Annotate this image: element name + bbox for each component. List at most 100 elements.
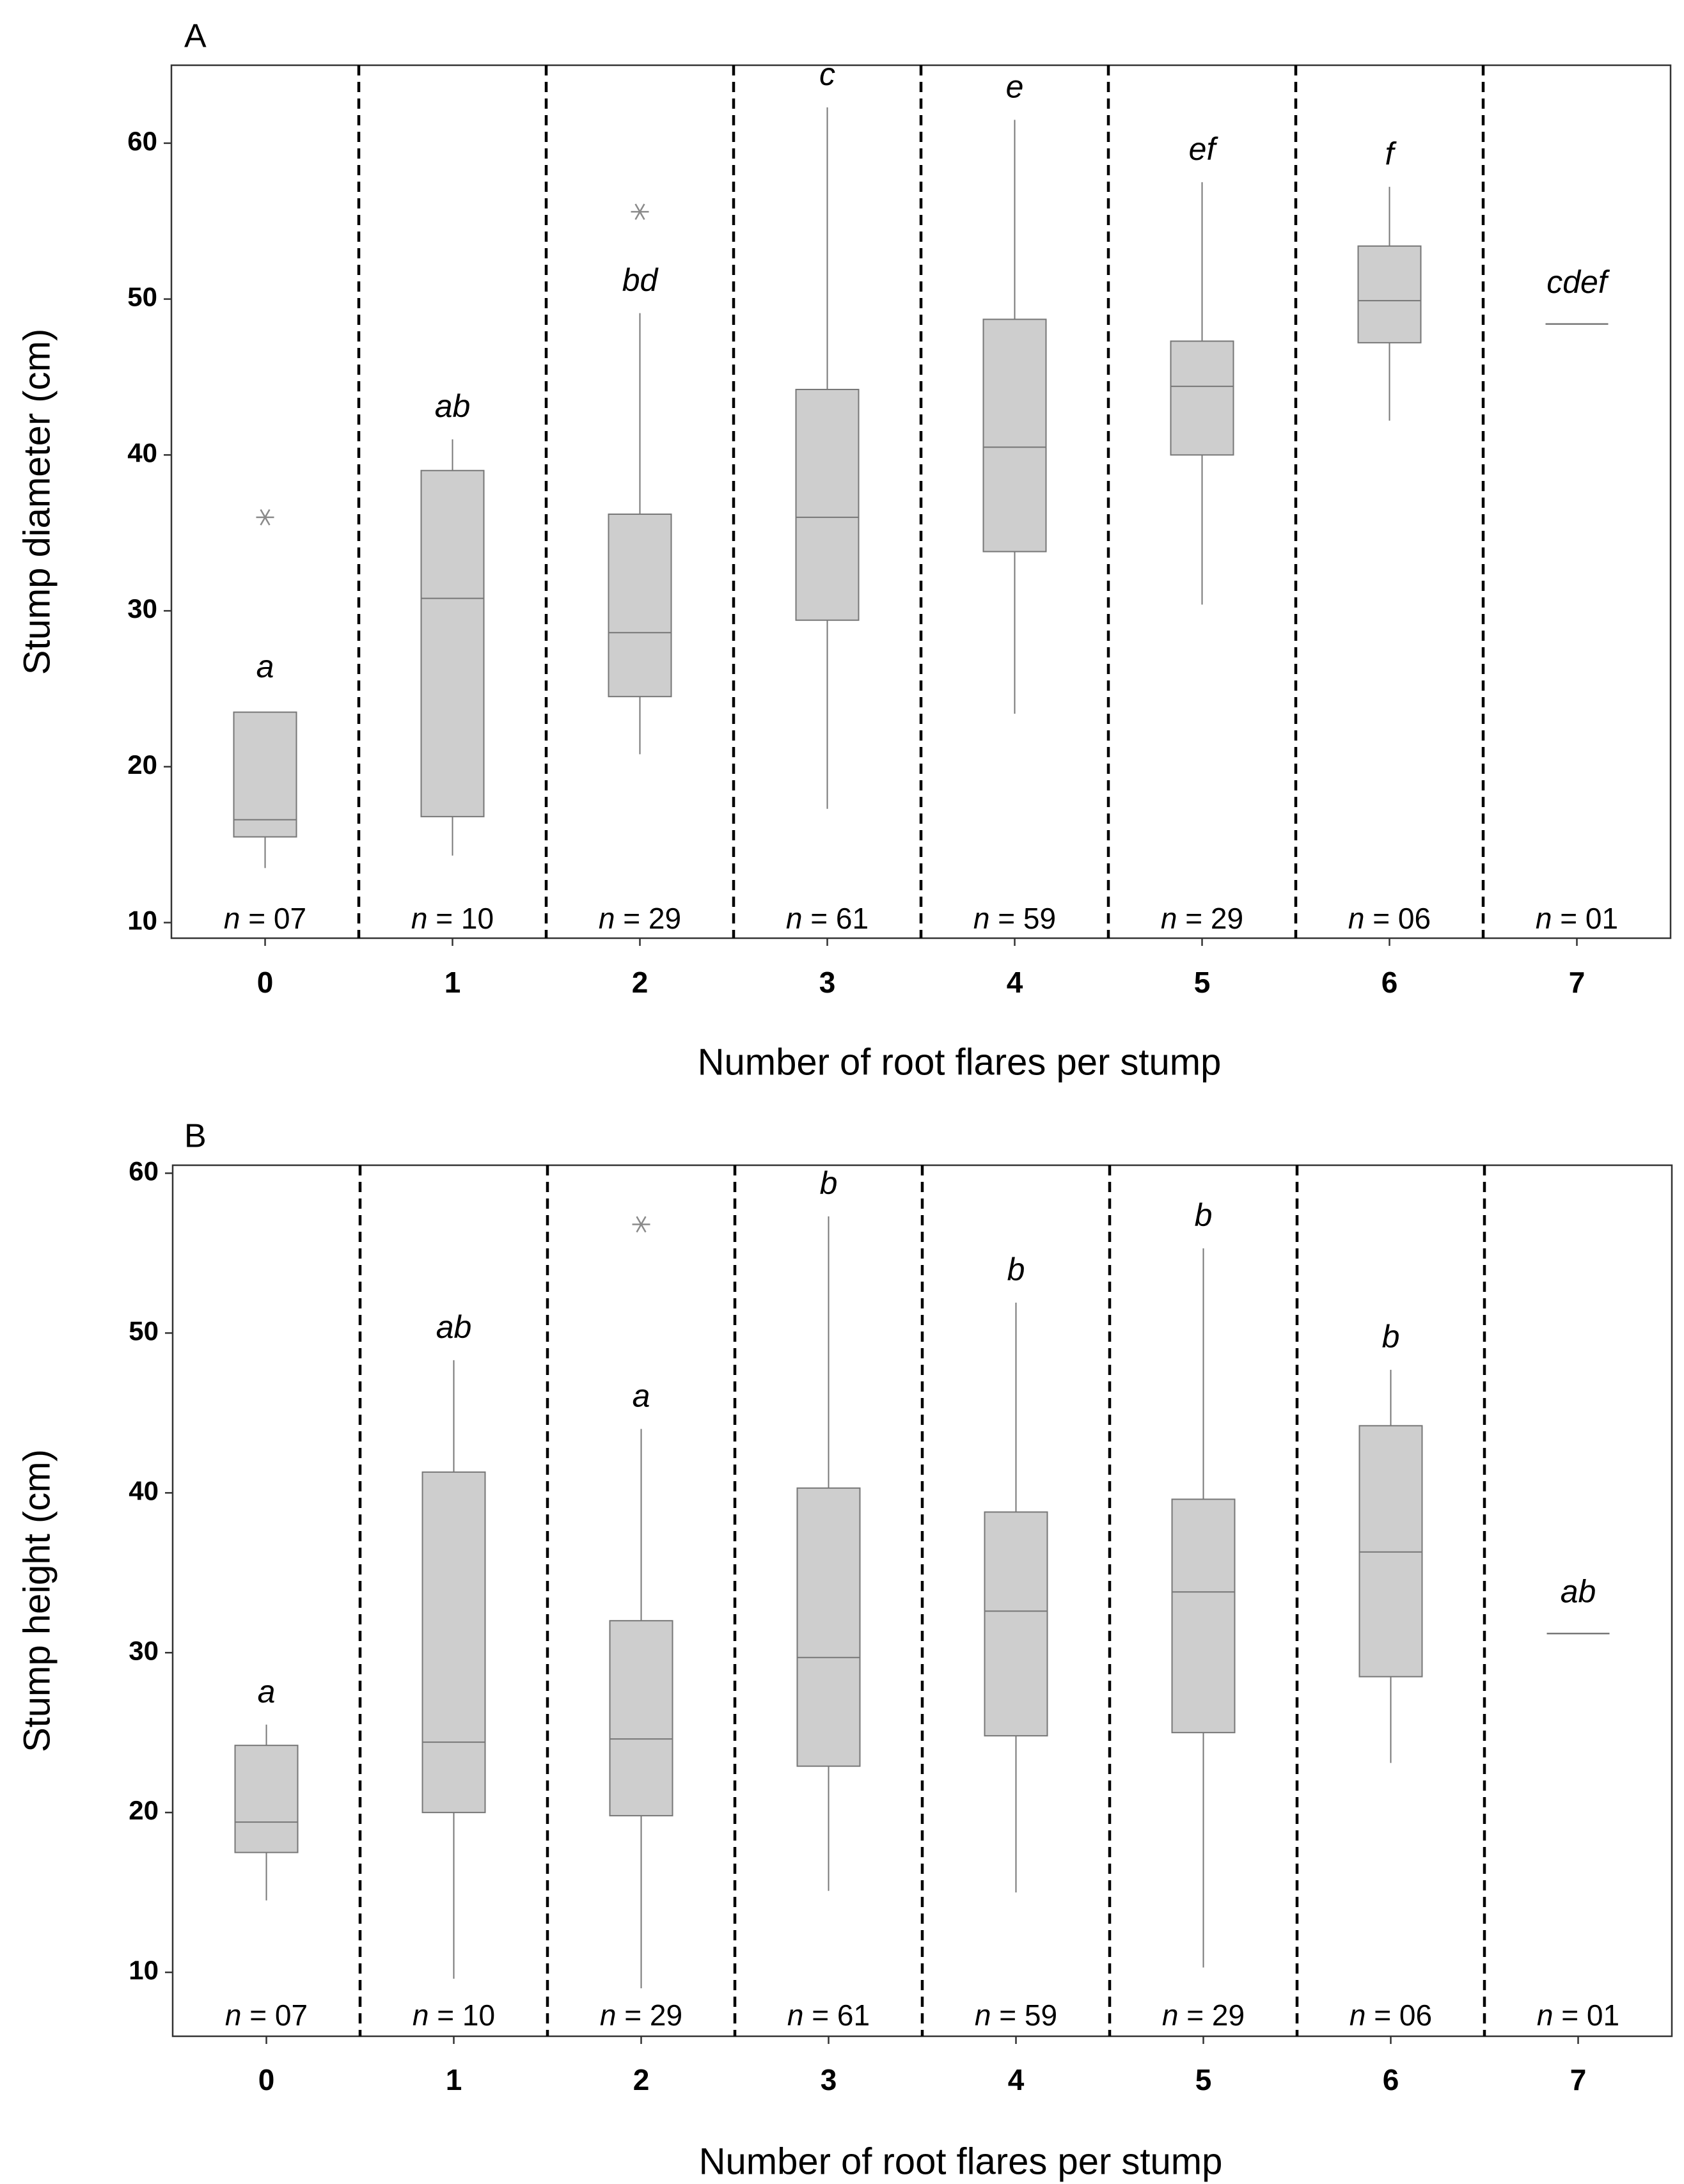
significance-letter: ab	[1561, 1573, 1596, 1609]
significance-letter: ef	[1189, 131, 1219, 167]
sample-size-label: n = 06	[1350, 1999, 1432, 2032]
box-group: b n = 59	[975, 1252, 1057, 2032]
sample-size-prefix: n	[786, 902, 803, 935]
significance-letter: b	[820, 1165, 838, 1201]
box-group: ef n = 29	[1161, 131, 1243, 935]
box-iqr	[1170, 340, 1234, 456]
sample-size-label: n = 06	[1348, 902, 1431, 935]
sample-size-label: n = 07	[224, 902, 306, 935]
y-tick-label: 60	[127, 126, 157, 156]
box-iqr	[1357, 245, 1422, 343]
sample-size-label: n = 59	[973, 902, 1056, 935]
y-tick-label: 30	[127, 593, 157, 624]
sample-size-label: n = 59	[975, 1999, 1057, 2032]
x-tick-label: 7	[1569, 966, 1586, 999]
x-axis-title: Number of root flares per stump	[698, 1041, 1222, 1083]
sample-size-label: n = 29	[1161, 902, 1243, 935]
y-tick-label: 40	[129, 1475, 159, 1505]
sample-size-prefix: n	[1161, 902, 1177, 935]
x-tick-label: 1	[446, 2063, 462, 2096]
box-iqr	[608, 514, 672, 698]
box-group: b n = 61	[787, 1165, 870, 2032]
significance-letter: a	[256, 648, 274, 684]
outlier-marker	[256, 509, 274, 526]
significance-letter: bd	[622, 262, 659, 298]
x-tick-label: 4	[1008, 2063, 1025, 2096]
sample-size-prefix: n	[973, 902, 990, 935]
panel-a: A 10 20 30 40 50 60 0 1 2 3 4 5 6 7 Number of root flar…	[16, 18, 1672, 1083]
significance-letter: ab	[436, 1309, 472, 1345]
x-tick-label: 5	[1195, 2063, 1212, 2096]
significance-letter: a	[258, 1674, 276, 1709]
sample-size-value: = 06	[1366, 1999, 1433, 2032]
significance-letter: b	[1382, 1319, 1400, 1355]
sample-size-prefix: n	[225, 1999, 242, 2032]
box-group: cdef n = 01	[1536, 264, 1618, 935]
sample-size-value: = 59	[991, 1999, 1058, 2032]
outlier-marker	[631, 203, 649, 220]
x-tick-label: 7	[1570, 2063, 1587, 2096]
y-axis-title: Stump height (cm)	[16, 1449, 58, 1752]
sample-size-value: = 29	[1179, 1999, 1245, 2032]
outlier-marker	[632, 1216, 650, 1233]
box-group: b n = 29	[1162, 1197, 1245, 2032]
box-group: bd n = 29	[599, 203, 682, 935]
sample-size-value: = 61	[803, 902, 869, 935]
sample-size-label: n = 61	[787, 1999, 870, 2032]
sample-size-prefix: n	[1536, 902, 1552, 935]
sample-size-prefix: n	[1162, 1999, 1179, 2032]
sample-size-prefix: n	[975, 1999, 991, 2032]
x-tick-label: 3	[821, 2063, 837, 2096]
box-group: c n = 61	[786, 56, 869, 935]
box-iqr	[984, 1511, 1048, 1737]
box-group: ab n = 01	[1537, 1573, 1619, 2032]
significance-letter: e	[1006, 69, 1024, 105]
sample-size-label: n = 01	[1536, 902, 1618, 935]
y-tick-label: 50	[127, 282, 157, 312]
sample-size-prefix: n	[1350, 1999, 1366, 2032]
significance-letter: b	[1195, 1197, 1213, 1233]
significance-letter: b	[1007, 1252, 1025, 1287]
y-axis-title: Stump diameter (cm)	[16, 329, 58, 675]
sample-size-value: = 61	[804, 1999, 870, 2032]
y-tick-label: 10	[127, 906, 157, 936]
significance-letter: c	[819, 56, 835, 92]
sample-size-label: n = 07	[225, 1999, 308, 2032]
x-tick-label: 0	[257, 966, 274, 999]
box-group: b n = 06	[1350, 1319, 1432, 2032]
panel-label: B	[184, 1118, 207, 1155]
y-tick-label: 10	[129, 1955, 159, 1985]
sample-size-label: n = 10	[413, 1999, 495, 2032]
significance-letter: ab	[435, 388, 471, 424]
x-tick-label: 3	[819, 966, 836, 999]
box-iqr	[420, 469, 485, 817]
sample-size-value: = 29	[615, 902, 682, 935]
sample-size-label: n = 01	[1537, 1999, 1619, 2032]
sample-size-prefix: n	[413, 1999, 429, 2032]
box-group: e n = 59	[973, 69, 1056, 936]
sample-size-prefix: n	[411, 902, 428, 935]
y-tick-label: 60	[129, 1156, 159, 1186]
box-iqr	[233, 711, 297, 838]
x-tick-label: 6	[1381, 966, 1398, 999]
x-tick-label: 6	[1383, 2063, 1399, 2096]
y-tick-label: 50	[129, 1316, 159, 1346]
sample-size-value: = 01	[1552, 902, 1619, 935]
significance-letter: cdef	[1546, 264, 1610, 300]
box-iqr	[421, 1471, 486, 1814]
sample-size-label: n = 29	[600, 1999, 682, 2032]
y-tick-label: 20	[127, 750, 157, 780]
box-iqr	[609, 1620, 673, 1817]
x-tick-label: 2	[633, 2063, 650, 2096]
sample-size-prefix: n	[224, 902, 240, 935]
sample-size-prefix: n	[1537, 1999, 1554, 2032]
box-iqr	[234, 1745, 299, 1853]
sample-size-label: n = 29	[1162, 1999, 1245, 2032]
box-group: a n = 29	[600, 1216, 682, 2032]
significance-letter: f	[1385, 136, 1397, 171]
x-tick-label: 4	[1007, 966, 1023, 999]
panel-b: B 10 20 30 40 50 60 0 1 2 3 4 5 6 7 Number of root flar…	[16, 1118, 1673, 2182]
box-group: a n = 07	[225, 1674, 308, 2032]
panel-label: A	[184, 18, 207, 55]
box-group: ab n = 10	[411, 388, 494, 935]
